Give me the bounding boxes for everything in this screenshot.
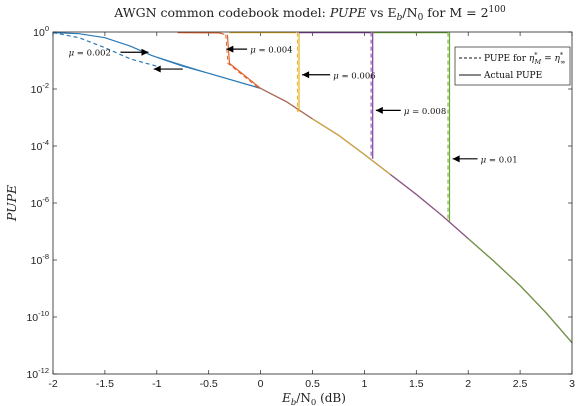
y-tick-base: 10 <box>31 255 43 267</box>
annotation-arrowhead <box>375 106 383 114</box>
y-tick-label: 10-4 <box>31 138 49 153</box>
y-tick-label: 10-10 <box>26 309 49 324</box>
legend-eta2-sub: ∞ <box>560 58 565 66</box>
x-tick-label: 1 <box>361 378 367 390</box>
series-mu0004-tail <box>260 87 573 344</box>
annotation-arrowhead <box>153 65 161 73</box>
title-slash: /N <box>402 5 417 20</box>
title-prefix: AWGN common codebook model: <box>113 5 330 20</box>
annotation-arrowhead <box>452 155 460 163</box>
y-tick-label: 10-8 <box>31 252 49 267</box>
annotation-mu: μ <box>69 49 75 59</box>
annotation-arrowhead <box>141 48 149 56</box>
title-m-exponent: 100 <box>489 5 506 15</box>
y-tick-base: 10 <box>26 312 38 324</box>
y-tick-label: 100 <box>33 24 49 39</box>
y-tick-base: 10 <box>26 369 38 381</box>
y-axis-label: PUPE <box>4 185 19 222</box>
curves <box>52 32 573 344</box>
y-tick-base: 10 <box>33 27 45 39</box>
annotation-mu: μ <box>250 46 256 56</box>
series-mu0002-solid <box>52 32 209 74</box>
annotation-value: = 0.008 <box>409 107 446 117</box>
annotation-value: = 0.004 <box>256 46 293 56</box>
annotation-mu: μ <box>404 107 410 117</box>
legend-eq: = <box>541 54 554 64</box>
envelope-curve <box>208 72 573 344</box>
annotation-value: = 0.01 <box>486 155 517 165</box>
y-tick-exponent: -8 <box>42 252 49 261</box>
x-tick-label: 2 <box>465 378 471 390</box>
title-metric: PUPE <box>329 5 366 20</box>
annotation-label: μ = 0.004 <box>250 46 292 56</box>
x-tick-label: -2 <box>48 378 57 390</box>
annotation-label: μ = 0.002 <box>69 49 111 59</box>
y-tick-base: 10 <box>31 141 43 153</box>
y-tick-label: 10-6 <box>31 195 49 210</box>
series-mu0004-drop-dashed <box>225 34 260 89</box>
series-mu001-tail <box>467 238 573 344</box>
series-mu0006-tail <box>312 118 573 344</box>
title-n0-sub: 0 <box>418 13 424 23</box>
annotation-mu: μ <box>481 155 487 165</box>
legend-eta2-sup: * <box>560 51 564 59</box>
x-label-unit: (dB) <box>316 391 346 405</box>
legend: PUPE for η* M = η* ∞ Actual PUPE <box>454 46 571 86</box>
series-mu0002-tail <box>156 56 573 344</box>
annotation-label: μ = 0.008 <box>404 107 446 117</box>
y-tick-exponent: 0 <box>45 24 49 33</box>
x-label-e-sub: b <box>291 398 296 406</box>
y-tick-label: 10-12 <box>26 366 49 381</box>
series-mu0004-plateau <box>177 32 225 35</box>
series-mu0008-tail <box>390 174 573 344</box>
y-tick-exponent: -10 <box>38 309 49 318</box>
plot-frame <box>52 31 573 375</box>
x-tick-label: 0 <box>258 378 264 390</box>
annotation-value: = 0.006 <box>339 71 376 81</box>
x-tick-label: -0.5 <box>200 378 218 390</box>
x-tick-label: -1.5 <box>96 378 114 390</box>
x-tick-label: 0.5 <box>305 378 320 390</box>
x-tick-label: 2.5 <box>513 378 528 390</box>
annotation-label: μ = 0.006 <box>333 71 375 81</box>
legend-eta-sup: * <box>534 51 538 59</box>
chart-title: AWGN common codebook model: PUPE vs Eb/N… <box>113 5 506 23</box>
legend-dashed-label: PUPE for η* M = η* ∞ <box>484 51 566 66</box>
series-mu0004-drop <box>226 34 261 89</box>
annotation-arrowhead <box>226 45 234 53</box>
y-tick-exponent: -12 <box>38 366 49 375</box>
legend-solid-label: Actual PUPE <box>483 71 542 81</box>
y-tick-exponent: -4 <box>42 138 49 147</box>
annotation-value: = 0.002 <box>74 49 111 59</box>
x-tick-label: -1 <box>152 378 161 390</box>
legend-eta: η <box>529 54 535 64</box>
title-mid: vs E <box>366 5 397 20</box>
annotation-mu: μ <box>333 71 339 81</box>
x-label-n: /N <box>296 391 311 405</box>
annotation-arrowhead <box>302 71 310 79</box>
legend-box <box>454 46 571 86</box>
y-tick-base: 10 <box>31 198 43 210</box>
x-label-n-sub: 0 <box>311 398 316 406</box>
title-eb-sub: b <box>397 13 403 23</box>
y-tick-exponent: -6 <box>42 195 49 204</box>
y-tick-exponent: -2 <box>42 81 49 90</box>
legend-dashed-text: PUPE for <box>484 54 529 64</box>
x-axis-label: Eb/N0 (dB) <box>281 391 346 406</box>
y-tick-label: 10-2 <box>31 81 49 96</box>
x-label-e: E <box>281 391 291 405</box>
x-tick-label: 3 <box>569 378 575 390</box>
x-tick-label: 1.5 <box>409 378 424 390</box>
title-suffix: for M = 2 <box>423 5 488 20</box>
series-mu0002-dashed <box>52 32 157 67</box>
legend-eta2: η <box>554 54 560 64</box>
y-tick-base: 10 <box>31 84 43 96</box>
legend-eta-sub: M <box>534 58 542 66</box>
annotation-label: μ = 0.01 <box>481 155 518 165</box>
